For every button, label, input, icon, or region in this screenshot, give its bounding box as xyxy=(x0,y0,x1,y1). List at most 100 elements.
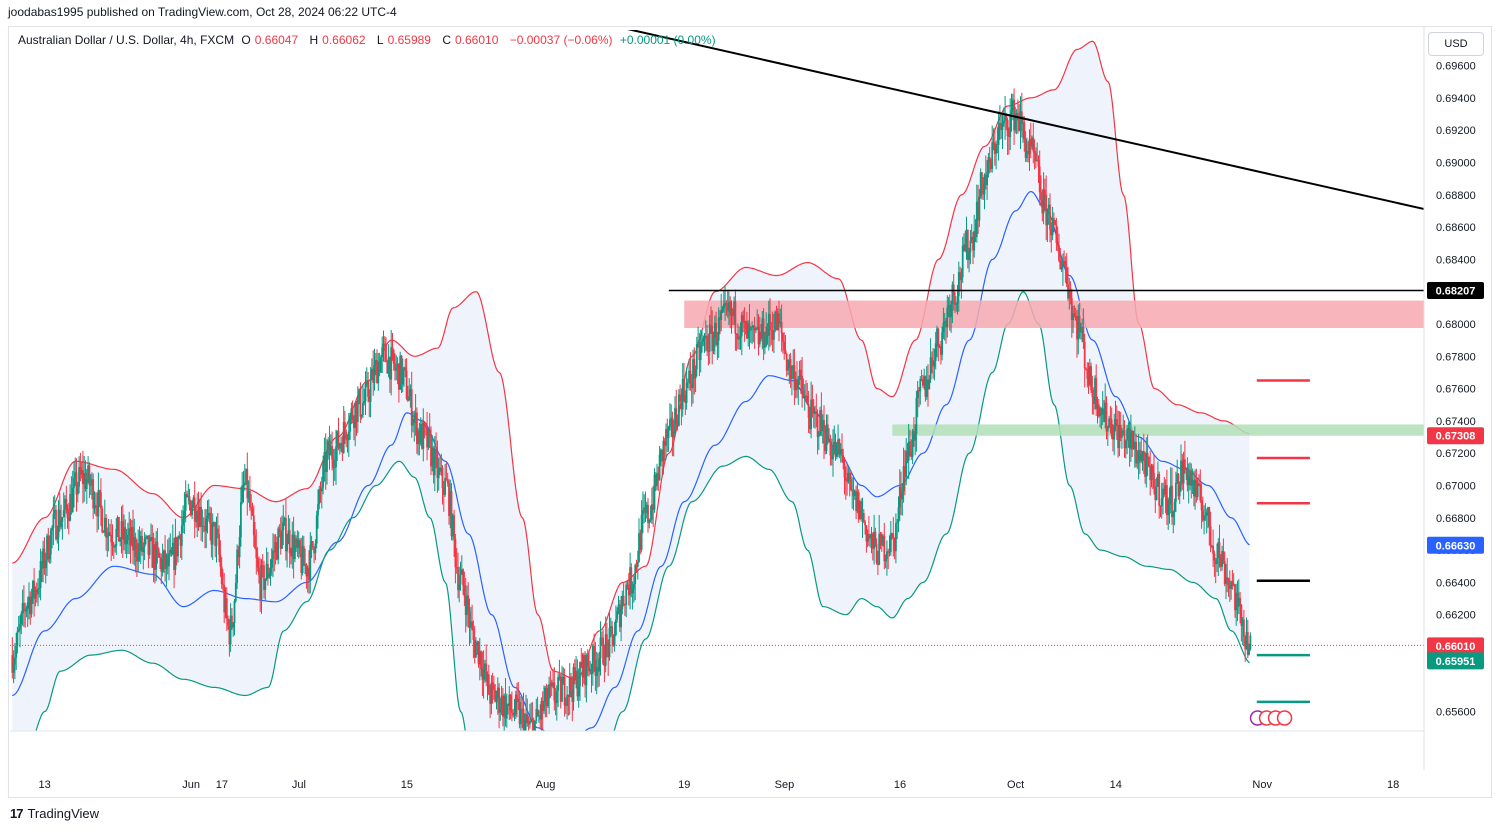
candle-body xyxy=(441,467,444,488)
candle-body xyxy=(1132,448,1135,450)
candle-body xyxy=(1044,189,1046,195)
y-tick-label: 0.69400 xyxy=(1436,93,1476,105)
candle-body xyxy=(218,534,220,555)
candle-body xyxy=(999,123,1001,126)
candle-body xyxy=(1149,466,1152,481)
candle-body xyxy=(538,715,540,717)
candle-body xyxy=(897,507,900,523)
candle-body xyxy=(990,162,992,169)
candle-body xyxy=(916,390,919,398)
candle-body xyxy=(932,360,934,367)
candle-body xyxy=(1002,120,1005,124)
candle-body xyxy=(1110,419,1113,437)
resistance-zone[interactable] xyxy=(684,300,1424,329)
candle-body xyxy=(735,333,738,335)
candle-body xyxy=(798,369,801,380)
candle-body xyxy=(719,317,721,320)
candle-body xyxy=(893,537,896,552)
candle-body xyxy=(839,449,842,455)
candle-body xyxy=(187,496,190,497)
candle-body xyxy=(1231,581,1234,586)
candle-body xyxy=(607,641,610,658)
candle-body xyxy=(1018,120,1021,131)
candle-body xyxy=(1029,139,1032,147)
currency-button[interactable]: USD xyxy=(1428,32,1484,56)
economic-event-icon[interactable] xyxy=(1276,710,1293,726)
candle-body xyxy=(374,360,377,365)
candle-body xyxy=(1011,99,1014,111)
symbol-name[interactable]: Australian Dollar / U.S. Dollar, 4h, FXC… xyxy=(18,33,235,47)
candle-body xyxy=(629,567,631,596)
candle-body xyxy=(540,701,543,720)
candle-body xyxy=(809,418,811,429)
candle-body xyxy=(192,497,195,507)
candle-body xyxy=(1047,204,1050,209)
candle-body xyxy=(913,431,915,441)
candle-body xyxy=(49,530,52,555)
candle-body xyxy=(356,399,359,422)
candle-body xyxy=(220,566,223,585)
footer-brand[interactable]: 17 TradingView xyxy=(10,806,99,821)
candle-body xyxy=(249,490,251,508)
candle-body xyxy=(14,657,16,665)
candle-body xyxy=(526,714,529,724)
candle-body xyxy=(746,321,748,339)
candle-body xyxy=(100,492,102,509)
y-tick-label: 0.69200 xyxy=(1436,125,1476,137)
candle-body xyxy=(265,563,268,580)
candle-body xyxy=(61,517,64,522)
candle-body xyxy=(326,450,328,472)
candle-body xyxy=(925,379,928,397)
candle-body xyxy=(1106,427,1109,432)
candle-body xyxy=(372,368,375,383)
publish-info: joodabas1995 published on TradingView.co… xyxy=(8,5,397,19)
candle-body xyxy=(305,564,308,577)
candle-body xyxy=(299,540,301,554)
candle-body xyxy=(346,439,349,441)
candle-body xyxy=(173,542,175,570)
candle-body xyxy=(728,301,730,312)
candle-body xyxy=(770,329,773,331)
symbol-legend: Australian Dollar / U.S. Dollar, 4h, FXC… xyxy=(18,33,720,47)
candle-body xyxy=(425,426,427,428)
candle-body xyxy=(520,708,522,725)
candle-body xyxy=(1123,430,1126,449)
candle-body xyxy=(166,555,169,567)
candle-body xyxy=(132,526,134,551)
candle-body xyxy=(26,602,29,609)
descending-trendline[interactable] xyxy=(553,12,1439,212)
candle-body xyxy=(165,555,168,569)
candle-body xyxy=(469,621,472,628)
candle-body xyxy=(791,370,793,379)
candle-body xyxy=(1213,553,1216,561)
candle-body xyxy=(864,521,866,526)
x-tick-label: Nov xyxy=(1252,779,1272,791)
chart-frame[interactable] xyxy=(8,26,1492,798)
candle-body xyxy=(815,411,818,414)
candle-body xyxy=(71,488,74,513)
candle-body xyxy=(685,382,688,403)
candle-body xyxy=(1240,604,1243,627)
candle-body xyxy=(891,533,893,534)
candle-body xyxy=(609,626,612,629)
support-zone[interactable] xyxy=(892,424,1424,436)
candle-body xyxy=(780,321,783,334)
candle-body xyxy=(448,483,450,516)
candle-body xyxy=(1087,378,1090,386)
candle-body xyxy=(178,535,181,539)
candle-body xyxy=(482,668,485,680)
candle-body xyxy=(648,520,651,523)
candle-body xyxy=(1105,402,1108,432)
candle-body xyxy=(527,723,530,725)
bollinger-band-fill xyxy=(12,41,1250,731)
candle-body xyxy=(150,537,152,538)
candle-body xyxy=(640,514,643,550)
candle-body xyxy=(883,536,886,562)
x-tick-label: Aug xyxy=(536,779,556,791)
change-value: −0.00037 (−0.06%) xyxy=(509,33,613,47)
candle-body xyxy=(625,584,628,605)
open-value: 0.66047 xyxy=(254,33,299,47)
candle-body xyxy=(662,440,665,462)
candle-body xyxy=(554,700,557,704)
